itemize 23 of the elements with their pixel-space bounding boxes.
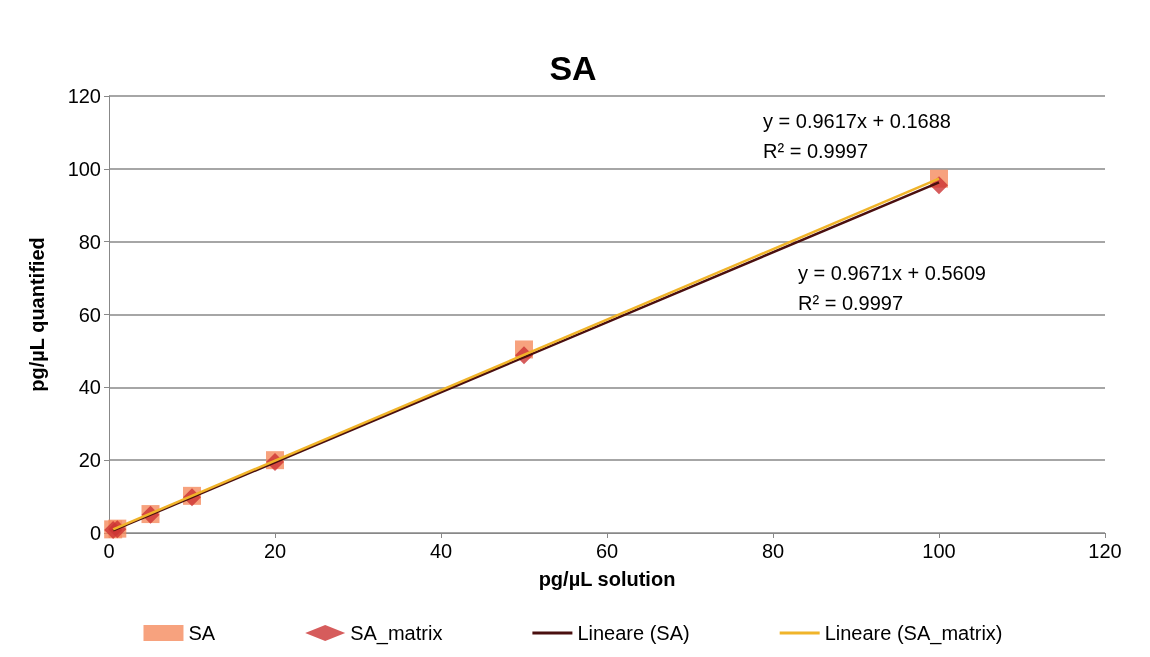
y-tick-label: 80 <box>78 230 101 253</box>
x-tick-label: 60 <box>595 540 619 562</box>
x-tick-label: 20 <box>263 540 287 562</box>
x-tick-label: 40 <box>429 540 453 562</box>
x-axis-title: pg/µL solution <box>538 568 676 590</box>
chart-title: SA <box>549 49 597 87</box>
legend-label: Lineare (SA) <box>577 622 690 644</box>
y-tick-label: 0 <box>89 522 101 544</box>
legend-label: Lineare (SA_matrix) <box>824 622 1003 645</box>
y-tick-label: 40 <box>78 376 101 399</box>
x-tick-label: 0 <box>103 540 115 562</box>
y-tick-label: 60 <box>78 303 101 326</box>
x-tick-label: 100 <box>922 540 956 562</box>
x-tick-label: 80 <box>761 540 785 562</box>
y-tick-label: 100 <box>67 157 101 180</box>
legend-label: SA_matrix <box>350 622 443 645</box>
annotation: y = 0.9617x + 0.1688 R² = 0.9997 <box>763 110 951 162</box>
legend-label: SA <box>188 622 216 644</box>
annotation: y = 0.9671x + 0.5609 R² = 0.9997 <box>798 262 986 314</box>
y-tick-label: 120 <box>67 85 101 107</box>
x-tick-label: 120 <box>1088 540 1122 562</box>
y-axis-title: pg/µL quantified <box>26 237 48 392</box>
y-tick-label: 20 <box>78 449 101 472</box>
